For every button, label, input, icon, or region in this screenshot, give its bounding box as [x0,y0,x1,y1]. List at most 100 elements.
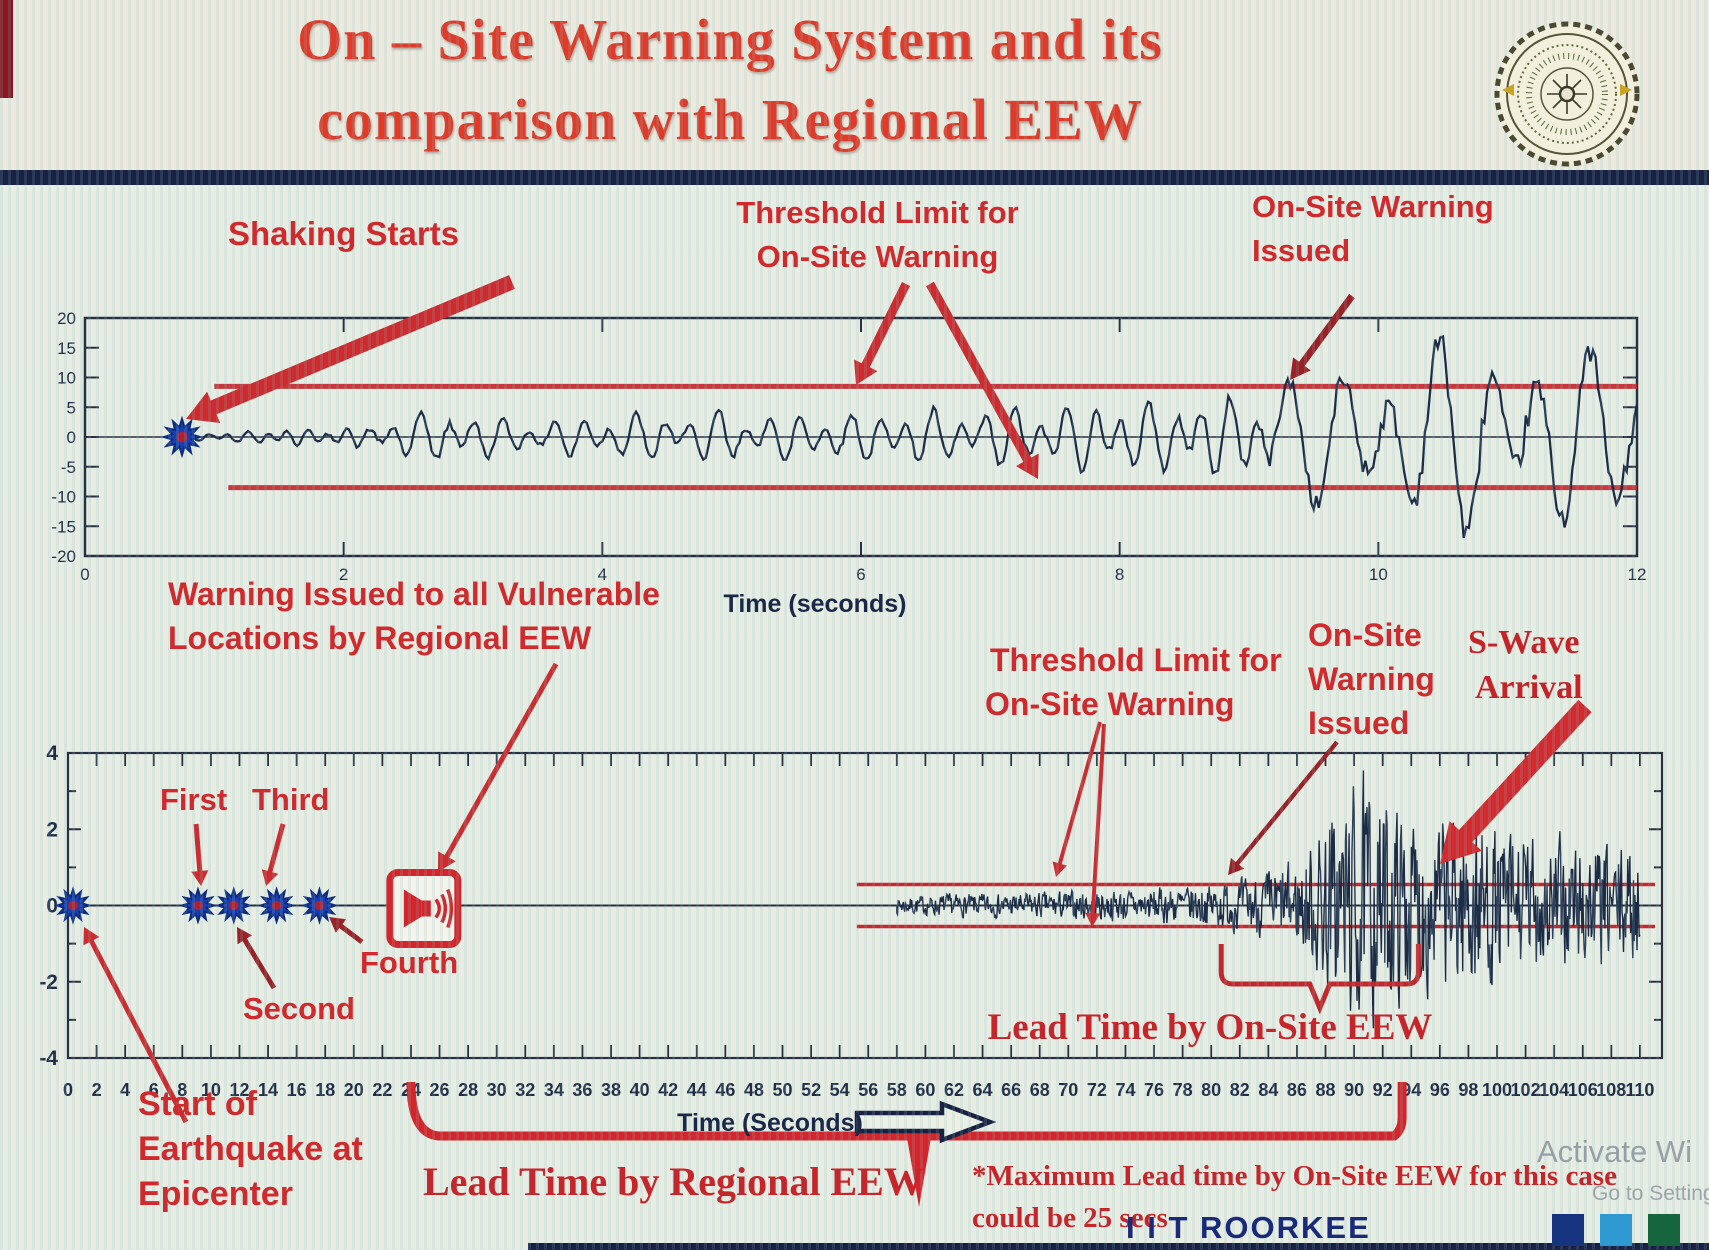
regional-warning-arrow [438,662,559,872]
tick-label: 38 [601,1080,621,1100]
tick-label: 104 [1539,1080,1569,1100]
tick-label: 40 [630,1080,650,1100]
brand-square-blue [1600,1214,1632,1246]
first-report-arrow [191,823,209,886]
bottom-chart-xaxis-title: Time (Seconds) [677,1109,863,1137]
bottom-warning-issued-arrow [1228,740,1339,875]
tick-label: 64 [973,1080,993,1100]
tick-label: 60 [915,1080,935,1100]
tick-label: 54 [830,1080,850,1100]
tick-label: 52 [801,1080,821,1100]
p-wave-report-marker-5-center [314,900,325,911]
tick-label: 62 [944,1080,964,1100]
tick-label: 100 [1482,1080,1512,1100]
tick-label: 44 [687,1080,707,1100]
slide-title-line1: On – Site Warning System and its [297,7,1163,72]
tick-label: 70 [1058,1080,1078,1100]
tick-label: 20 [57,309,76,328]
tick-label: 4 [120,1080,130,1100]
iit-roorkee-logo [1494,21,1640,167]
epicenter-arrow [83,927,189,1124]
tick-label: 18 [315,1080,335,1100]
lead-time-regional-brace-pointer [906,1132,932,1207]
p-wave-report-marker-4-center [271,900,282,911]
tick-label: 0 [80,565,89,584]
slide-title-line2: comparison with Regional EEW [317,87,1143,152]
logo-right-ornament [1620,84,1632,96]
tick-label: 98 [1458,1080,1478,1100]
time-direction-arrow-icon [854,1100,997,1144]
tick-label: 74 [1115,1080,1135,1100]
tick-label: 2 [46,818,58,841]
iit-roorkee-wordmark: I I T ROORKEE [1126,1210,1371,1245]
tick-label: 106 [1568,1080,1598,1100]
tick-label: 8 [177,1080,187,1100]
tick-label: 0 [63,1080,73,1100]
tick-label: 58 [887,1080,907,1100]
bottom-threshold-arrow-left [1052,721,1102,877]
top-threshold-arrow-right [926,281,1039,479]
tick-label: 12 [1628,565,1647,584]
third-report-label: Third [252,782,330,817]
tick-label: 84 [1258,1080,1278,1100]
p-wave-report-marker-2-center [193,900,203,911]
tick-label: 46 [715,1080,735,1100]
top-chart-xaxis-title: Time (seconds) [723,590,907,618]
epicenter-label-line1: Start of [138,1085,257,1123]
speaker-driver [421,900,431,917]
swave-arrival-arrow [1440,699,1592,864]
tick-label: 108 [1596,1080,1626,1100]
tick-label: 66 [1001,1080,1021,1100]
tick-label: -2 [39,971,58,994]
tick-label: 48 [744,1080,764,1100]
brand-square-green [1648,1214,1680,1246]
bottom-threshold-label-line1: Threshold Limit for [990,642,1282,678]
tick-label: 76 [1144,1080,1164,1100]
tick-label: 10 [201,1080,221,1100]
top-threshold-arrow-left [854,282,910,385]
footnote-line1: *Maximum Lead time by On-Site EEW for th… [972,1160,1617,1192]
tick-label: -10 [51,488,76,507]
bottom-threshold-arrow-right [1085,723,1106,927]
tick-label: 82 [1230,1080,1250,1100]
p-wave-report-marker-1-center [68,900,78,911]
speaker-sound-wave [434,898,442,919]
bottom-warning-issued-line2: Warning [1308,661,1435,697]
tick-label: 110 [1625,1080,1654,1100]
tick-label: 16 [287,1080,307,1100]
logo-left-ornament [1502,84,1514,96]
seismogram-top [184,334,1639,539]
regional-warning-label-line2: Locations by Regional EEW [168,620,592,656]
tick-label: 36 [572,1080,592,1100]
header-divider-bar [0,170,1709,185]
activate-windows-watermark: Activate Wi [1537,1134,1693,1169]
tick-label: -4 [39,1047,58,1070]
regional-warning-label-line1: Warning Issued to all Vulnerable [168,576,660,612]
tick-label: -20 [51,547,76,566]
top-warning-issued-line2: Issued [1252,233,1351,268]
top-threshold-label-line1: Threshold Limit for [736,195,1019,230]
tick-label: 28 [458,1080,478,1100]
tick-label: 5 [67,398,76,417]
tick-label: 2 [92,1080,102,1100]
shaking-starts-label: Shaking Starts [228,215,460,252]
tick-label: 78 [1173,1080,1193,1100]
tick-label: 0 [67,428,76,447]
epicenter-label-line3: Epicenter [138,1175,293,1213]
tick-label: 88 [1316,1080,1336,1100]
fourth-report-arrow [329,917,364,944]
tick-label: 26 [430,1080,450,1100]
third-report-arrow [261,823,286,886]
tick-label: 6 [856,565,865,584]
speaker-sound-wave [446,888,454,929]
bottom-warning-issued-line3: Issued [1308,705,1410,741]
shaking-starts-arrow [186,275,515,423]
bottom-edge-bar [528,1243,1709,1250]
tick-label: 14 [258,1080,278,1100]
tick-label: 20 [344,1080,364,1100]
tick-label: 4 [598,565,607,584]
tick-label: 22 [372,1080,392,1100]
tick-label: 72 [1087,1080,1107,1100]
second-report-label: Second [243,991,355,1026]
